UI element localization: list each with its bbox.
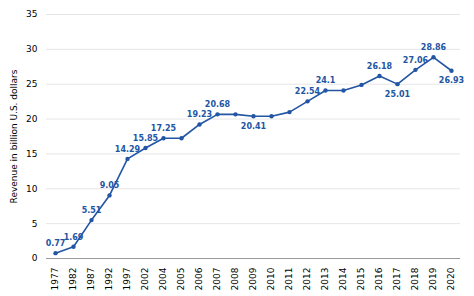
svg-text:2013: 2013 [320, 268, 330, 291]
svg-text:17.25: 17.25 [151, 124, 177, 133]
svg-text:1982: 1982 [68, 268, 78, 291]
svg-text:2020: 2020 [446, 267, 456, 290]
svg-text:1997: 1997 [122, 268, 132, 291]
svg-text:2019: 2019 [428, 267, 438, 290]
svg-text:5: 5 [32, 219, 38, 229]
svg-text:2016: 2016 [374, 267, 384, 290]
svg-text:22.54: 22.54 [295, 87, 321, 96]
svg-text:26.18: 26.18 [367, 62, 393, 71]
svg-text:2002: 2002 [140, 268, 150, 291]
svg-text:2006: 2006 [194, 267, 204, 290]
svg-text:24.1: 24.1 [316, 76, 336, 85]
svg-text:2018: 2018 [410, 267, 420, 290]
svg-text:25.01: 25.01 [385, 90, 411, 99]
svg-text:35: 35 [26, 9, 37, 19]
svg-text:26.93: 26.93 [439, 76, 464, 85]
svg-text:15: 15 [26, 149, 37, 159]
svg-text:0: 0 [32, 253, 38, 263]
svg-text:2005: 2005 [176, 268, 186, 291]
svg-text:20.68: 20.68 [205, 100, 231, 109]
svg-text:28.86: 28.86 [421, 43, 447, 52]
svg-text:1992: 1992 [104, 268, 114, 291]
svg-text:2014: 2014 [338, 267, 348, 290]
svg-text:1987: 1987 [86, 268, 96, 291]
svg-text:25: 25 [26, 79, 37, 89]
svg-text:2008: 2008 [230, 267, 240, 290]
svg-text:19.23: 19.23 [187, 110, 212, 119]
svg-text:20.41: 20.41 [241, 122, 267, 131]
svg-text:1977: 1977 [50, 268, 60, 291]
svg-text:30: 30 [26, 44, 38, 54]
svg-text:10: 10 [26, 184, 38, 194]
svg-text:1.69: 1.69 [64, 233, 84, 242]
svg-text:2017: 2017 [392, 268, 402, 291]
svg-text:2010: 2010 [266, 267, 276, 290]
svg-text:9.05: 9.05 [100, 181, 120, 190]
svg-text:2015: 2015 [356, 268, 366, 291]
svg-text:2004: 2004 [158, 267, 168, 290]
svg-text:Revenue in billion U.S. dollar: Revenue in billion U.S. dollars [9, 69, 19, 203]
svg-text:2009: 2009 [248, 267, 258, 290]
svg-text:2011: 2011 [284, 268, 294, 291]
svg-text:2012: 2012 [302, 268, 312, 291]
svg-text:20: 20 [26, 114, 38, 124]
svg-text:14.29: 14.29 [115, 145, 141, 154]
svg-text:5.51: 5.51 [82, 206, 102, 215]
svg-text:2007: 2007 [212, 268, 222, 291]
svg-text:0.77: 0.77 [46, 239, 66, 248]
svg-text:15.85: 15.85 [133, 134, 159, 143]
svg-text:27.06: 27.06 [403, 56, 429, 65]
